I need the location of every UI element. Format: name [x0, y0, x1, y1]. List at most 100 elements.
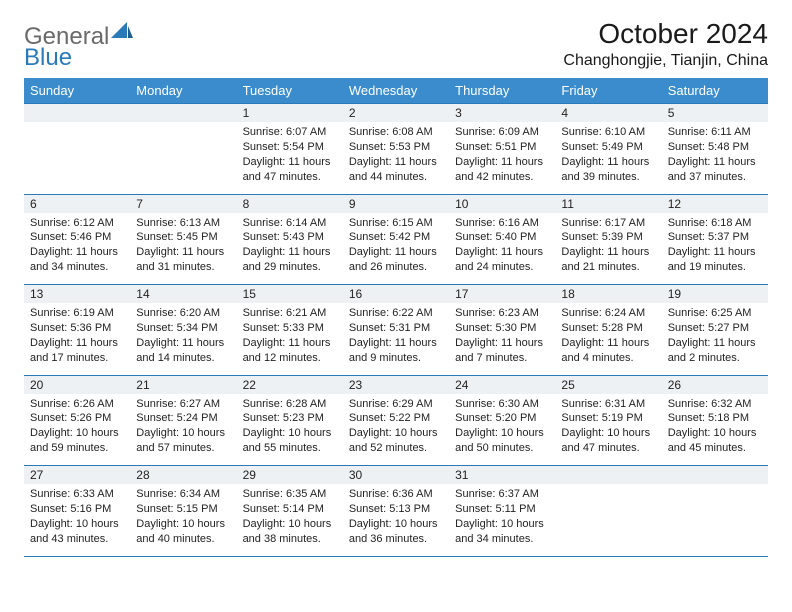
day-data-cell: Sunrise: 6:32 AMSunset: 5:18 PMDaylight:… — [662, 394, 768, 466]
daylight-line: Daylight: 11 hours and 24 minutes. — [455, 245, 549, 275]
daylight-line: Daylight: 11 hours and 12 minutes. — [243, 336, 337, 366]
sunrise-line: Sunrise: 6:30 AM — [455, 397, 549, 412]
dow-tuesday: Tuesday — [237, 78, 343, 104]
day-number-cell: 26 — [662, 375, 768, 394]
daylight-line: Daylight: 11 hours and 7 minutes. — [455, 336, 549, 366]
sunset-line: Sunset: 5:53 PM — [349, 140, 443, 155]
daylight-line: Daylight: 10 hours and 52 minutes. — [349, 426, 443, 456]
sunset-line: Sunset: 5:33 PM — [243, 321, 337, 336]
dow-saturday: Saturday — [662, 78, 768, 104]
title-block: October 2024 Changhongjie, Tianjin, Chin… — [563, 18, 768, 70]
day-data-cell: Sunrise: 6:15 AMSunset: 5:42 PMDaylight:… — [343, 213, 449, 285]
logo-sail-icon — [111, 22, 133, 45]
sunrise-line: Sunrise: 6:17 AM — [561, 216, 655, 231]
dow-sunday: Sunday — [24, 78, 130, 104]
sunrise-line: Sunrise: 6:36 AM — [349, 487, 443, 502]
day-data-cell: Sunrise: 6:17 AMSunset: 5:39 PMDaylight:… — [555, 213, 661, 285]
day-data-cell: Sunrise: 6:22 AMSunset: 5:31 PMDaylight:… — [343, 303, 449, 375]
daylight-line: Daylight: 11 hours and 39 minutes. — [561, 155, 655, 185]
sunrise-line: Sunrise: 6:12 AM — [30, 216, 124, 231]
sunrise-line: Sunrise: 6:10 AM — [561, 125, 655, 140]
week-num-row: 2728293031 — [24, 466, 768, 485]
day-number-cell: 25 — [555, 375, 661, 394]
daylight-line: Daylight: 11 hours and 26 minutes. — [349, 245, 443, 275]
day-data-cell: Sunrise: 6:36 AMSunset: 5:13 PMDaylight:… — [343, 484, 449, 556]
day-number-cell: 20 — [24, 375, 130, 394]
day-data-cell: Sunrise: 6:19 AMSunset: 5:36 PMDaylight:… — [24, 303, 130, 375]
sunset-line: Sunset: 5:48 PM — [668, 140, 762, 155]
month-title: October 2024 — [563, 18, 768, 50]
day-number-cell: 1 — [237, 104, 343, 123]
sunrise-line: Sunrise: 6:09 AM — [455, 125, 549, 140]
daylight-line: Daylight: 10 hours and 47 minutes. — [561, 426, 655, 456]
sunrise-line: Sunrise: 6:24 AM — [561, 306, 655, 321]
daylight-line: Daylight: 11 hours and 29 minutes. — [243, 245, 337, 275]
day-data-cell: Sunrise: 6:10 AMSunset: 5:49 PMDaylight:… — [555, 122, 661, 194]
sunset-line: Sunset: 5:11 PM — [455, 502, 549, 517]
daylight-line: Daylight: 10 hours and 36 minutes. — [349, 517, 443, 547]
day-number-cell: 2 — [343, 104, 449, 123]
week-num-row: 13141516171819 — [24, 285, 768, 304]
day-number-cell: 31 — [449, 466, 555, 485]
day-number-cell: 19 — [662, 285, 768, 304]
sunset-line: Sunset: 5:49 PM — [561, 140, 655, 155]
day-data-cell: Sunrise: 6:09 AMSunset: 5:51 PMDaylight:… — [449, 122, 555, 194]
logo-text-blue: Blue — [24, 44, 72, 71]
sunset-line: Sunset: 5:51 PM — [455, 140, 549, 155]
day-data-cell: Sunrise: 6:16 AMSunset: 5:40 PMDaylight:… — [449, 213, 555, 285]
logo-blue-wrap: Blue — [24, 44, 72, 72]
sunset-line: Sunset: 5:16 PM — [30, 502, 124, 517]
sunset-line: Sunset: 5:24 PM — [136, 411, 230, 426]
dow-row: Sunday Monday Tuesday Wednesday Thursday… — [24, 78, 768, 104]
day-number-cell: 3 — [449, 104, 555, 123]
sunset-line: Sunset: 5:23 PM — [243, 411, 337, 426]
day-data-cell: Sunrise: 6:11 AMSunset: 5:48 PMDaylight:… — [662, 122, 768, 194]
sunset-line: Sunset: 5:39 PM — [561, 230, 655, 245]
sunset-line: Sunset: 5:22 PM — [349, 411, 443, 426]
sunset-line: Sunset: 5:13 PM — [349, 502, 443, 517]
day-data-cell — [24, 122, 130, 194]
day-data-cell: Sunrise: 6:12 AMSunset: 5:46 PMDaylight:… — [24, 213, 130, 285]
daylight-line: Daylight: 10 hours and 45 minutes. — [668, 426, 762, 456]
daylight-line: Daylight: 11 hours and 42 minutes. — [455, 155, 549, 185]
sunrise-line: Sunrise: 6:21 AM — [243, 306, 337, 321]
dow-thursday: Thursday — [449, 78, 555, 104]
day-number-cell: 9 — [343, 194, 449, 213]
week-data-row: Sunrise: 6:33 AMSunset: 5:16 PM Daylight:… — [24, 484, 768, 556]
sunset-line: Sunset: 5:18 PM — [668, 411, 762, 426]
day-number-cell: 17 — [449, 285, 555, 304]
dow-friday: Friday — [555, 78, 661, 104]
sunrise-line: Sunrise: 6:15 AM — [349, 216, 443, 231]
day-number-cell: 15 — [237, 285, 343, 304]
sunrise-line: Sunrise: 6:11 AM — [668, 125, 762, 140]
day-data-cell: Sunrise: 6:30 AMSunset: 5:20 PMDaylight:… — [449, 394, 555, 466]
sunrise-line: Sunrise: 6:28 AM — [243, 397, 337, 412]
day-data-cell: Sunrise: 6:13 AMSunset: 5:45 PMDaylight:… — [130, 213, 236, 285]
daylight-line: Daylight: 10 hours and 57 minutes. — [136, 426, 230, 456]
week-data-row: Sunrise: 6:19 AMSunset: 5:36 PMDaylight:… — [24, 303, 768, 375]
day-data-cell: Sunrise: 6:37 AMSunset: 5:11 PMDaylight:… — [449, 484, 555, 556]
sunrise-line: Sunrise: 6:33 AM — [30, 487, 124, 502]
dow-monday: Monday — [130, 78, 236, 104]
daylight-line: Daylight: 10 hours and 55 minutes. — [243, 426, 337, 456]
day-data-cell: Sunrise: 6:25 AMSunset: 5:27 PMDaylight:… — [662, 303, 768, 375]
sunset-line: Sunset: 5:28 PM — [561, 321, 655, 336]
sunset-line: Sunset: 5:26 PM — [30, 411, 124, 426]
day-data-cell — [555, 484, 661, 556]
day-data-cell: Sunrise: 6:18 AMSunset: 5:37 PMDaylight:… — [662, 213, 768, 285]
day-data-cell: Sunrise: 6:23 AMSunset: 5:30 PMDaylight:… — [449, 303, 555, 375]
day-data-cell: Sunrise: 6:24 AMSunset: 5:28 PMDaylight:… — [555, 303, 661, 375]
sunset-line: Sunset: 5:42 PM — [349, 230, 443, 245]
sunset-line: Sunset: 5:40 PM — [455, 230, 549, 245]
sunrise-line: Sunrise: 6:13 AM — [136, 216, 230, 231]
day-data-cell — [662, 484, 768, 556]
daylight-line: Daylight: 11 hours and 17 minutes. — [30, 336, 124, 366]
sunrise-line: Sunrise: 6:16 AM — [455, 216, 549, 231]
day-number-cell — [24, 104, 130, 123]
sunrise-line: Sunrise: 6:32 AM — [668, 397, 762, 412]
daylight-line: Daylight: 11 hours and 37 minutes. — [668, 155, 762, 185]
daylight-line: Daylight: 10 hours and 38 minutes. — [243, 517, 337, 547]
header: General October 2024 Changhongjie, Tianj… — [24, 18, 768, 70]
day-data-cell: Sunrise: 6:07 AMSunset: 5:54 PMDaylight:… — [237, 122, 343, 194]
daylight-line: Daylight: 11 hours and 9 minutes. — [349, 336, 443, 366]
